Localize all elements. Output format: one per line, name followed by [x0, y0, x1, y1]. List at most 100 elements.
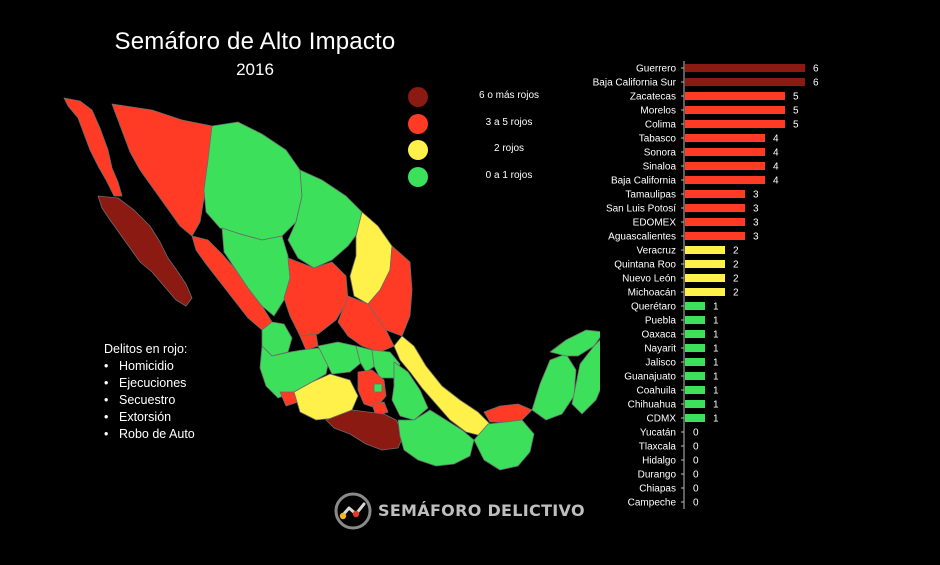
- bar: [685, 232, 745, 240]
- map-state-guerrero: [325, 409, 405, 451]
- map-state-quintana-roo: [571, 339, 600, 415]
- bar-category-label: Sinaloa: [643, 162, 677, 173]
- bar-category-label: Oaxaca: [642, 330, 677, 341]
- bar-category-label: Chiapas: [639, 484, 676, 495]
- map-state-michoacan: [293, 373, 359, 421]
- delitos-list: Delitos en rojo: Homicidio Ejecuciones S…: [104, 341, 195, 443]
- bar-category-label: Durango: [638, 470, 677, 481]
- legend-item: 2 rojos: [406, 137, 576, 163]
- bar-category-label: Campeche: [628, 498, 677, 509]
- bar: [685, 134, 765, 142]
- bar: [685, 372, 705, 380]
- map-state-chiapas: [473, 419, 535, 471]
- bar-category-label: Zacatecas: [630, 92, 676, 103]
- bar-category-label: Quintana Roo: [614, 260, 676, 271]
- bar-value-label: 4: [773, 134, 779, 145]
- delitos-heading: Delitos en rojo:: [104, 342, 188, 356]
- bar: [685, 344, 705, 352]
- legend-label: 6 o más rojos: [478, 90, 540, 101]
- bar-category-label: Guerrero: [636, 64, 676, 75]
- legend-swatch: [408, 166, 428, 187]
- map-state-edomex: [357, 369, 387, 409]
- bar-category-label: Nayarit: [644, 344, 676, 355]
- map-state-aguascalientes: [299, 333, 319, 351]
- legend-swatch: [408, 87, 428, 107]
- bar: [685, 64, 805, 72]
- bar: [685, 120, 785, 128]
- bar-value-label: 0: [693, 456, 699, 467]
- bar-value-label: 0: [693, 470, 699, 481]
- bar-value-label: 1: [713, 414, 719, 425]
- map-state-zacatecas: [283, 257, 349, 337]
- state-bar-chart: Guerrero 6 Baja California Sur 6 Zacatecas 5 M…: [593, 61, 819, 509]
- map-state-tabasco: [483, 403, 533, 423]
- map-state-oaxaca: [397, 409, 475, 467]
- map-state-baja-california-sur: [97, 195, 193, 307]
- bar-value-label: 2: [733, 274, 739, 285]
- bar: [685, 78, 805, 86]
- bar: [685, 218, 745, 226]
- map-state-veracruz: [393, 335, 491, 437]
- delito-item: Extorsión: [104, 409, 195, 426]
- map-state-cdmx: [373, 383, 383, 393]
- bar-category-label: Sonora: [644, 148, 677, 159]
- legend-item: 0 a 1 rojos: [406, 164, 576, 190]
- legend-swatch: [408, 113, 428, 134]
- map-state-baja-california: [63, 97, 123, 197]
- bar: [685, 414, 705, 422]
- bar-category-label: Colima: [645, 120, 677, 131]
- bar: [685, 330, 705, 338]
- bar-category-label: San Luis Potosí: [606, 204, 676, 215]
- bar-category-label: Yucatán: [640, 428, 676, 439]
- logo-text: SEMÁFORO DELICTIVO: [378, 501, 585, 520]
- semaforo-delictivo-logo: SEMÁFORO DELICTIVO: [334, 491, 585, 531]
- page-subtitle-year: 2016: [236, 60, 274, 79]
- bar-category-label: Jalisco: [645, 358, 676, 369]
- map-state-coahuila: [287, 169, 363, 269]
- bar-category-label: Michoacán: [628, 288, 676, 299]
- bar: [685, 260, 725, 268]
- mexico-map: [63, 97, 600, 471]
- bar-category-label: Querétaro: [631, 302, 676, 313]
- bar-category-label: Tamaulipas: [625, 190, 676, 201]
- bar-value-label: 4: [773, 176, 779, 187]
- delito-item: Robo de Auto: [104, 426, 195, 443]
- delito-item: Ejecuciones: [104, 375, 195, 392]
- bar-value-label: 2: [733, 288, 739, 299]
- bar-value-label: 3: [753, 218, 759, 229]
- bar: [685, 288, 725, 296]
- bar-category-label: Baja California: [611, 176, 676, 187]
- map-state-guanajuato: [317, 341, 363, 375]
- bar-category-label: Morelos: [640, 106, 676, 117]
- bar-value-label: 3: [753, 190, 759, 201]
- bar-category-label: Chihuahua: [628, 400, 677, 411]
- bar-value-label: 1: [713, 344, 719, 355]
- logo-icon: [334, 492, 372, 530]
- bar-value-label: 5: [793, 120, 799, 131]
- bar-value-label: 1: [713, 302, 719, 313]
- bar-value-label: 1: [713, 316, 719, 327]
- legend-swatch: [408, 140, 428, 160]
- bar-value-label: 1: [713, 330, 719, 341]
- bar: [685, 176, 765, 184]
- bar-value-label: 1: [713, 386, 719, 397]
- legend-label: 3 a 5 rojos: [485, 116, 533, 128]
- legend-label: 2 rojos: [493, 143, 524, 154]
- bar-value-label: 3: [753, 204, 759, 215]
- bar-category-label: Puebla: [645, 316, 677, 327]
- legend-item: 3 a 5 rojos: [406, 111, 576, 137]
- bar: [685, 106, 785, 114]
- bar: [685, 204, 745, 212]
- bar-value-label: 4: [773, 162, 779, 173]
- bar: [685, 358, 705, 366]
- bar: [685, 148, 765, 156]
- bar-value-label: 6: [813, 78, 819, 89]
- map-state-yucatan: [549, 329, 600, 357]
- bar-value-label: 0: [693, 428, 699, 439]
- bar-value-label: 3: [753, 232, 759, 243]
- delito-item: Secuestro: [104, 392, 195, 409]
- bar-category-label: Tabasco: [639, 134, 677, 145]
- map-state-campeche: [531, 353, 577, 421]
- bar-value-label: 2: [733, 246, 739, 257]
- bar: [685, 246, 725, 254]
